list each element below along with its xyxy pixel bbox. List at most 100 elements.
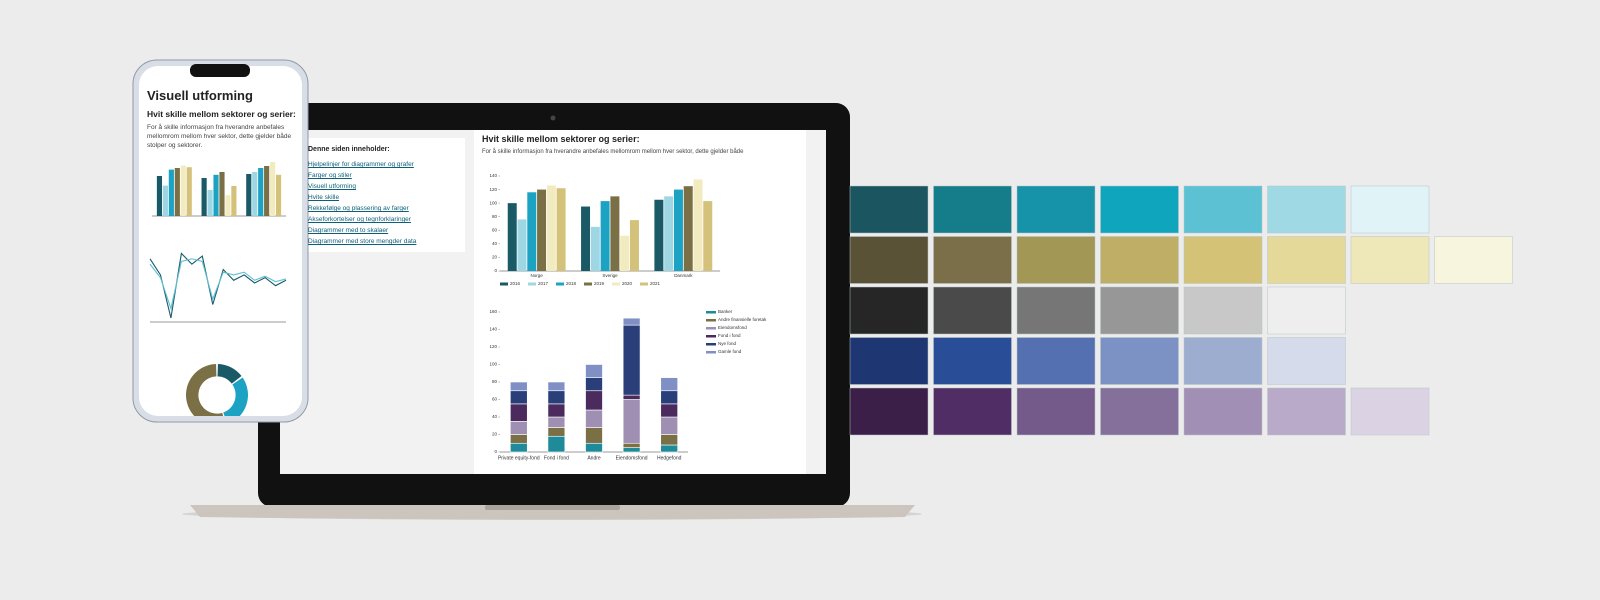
legend-swatch (706, 319, 716, 322)
bar (556, 188, 566, 271)
bar (654, 199, 664, 271)
camera (550, 115, 556, 121)
bar (270, 162, 276, 216)
bar-segment (660, 416, 678, 435)
toc-link[interactable]: Rekkefølge og plassering av farger (308, 205, 409, 212)
legend-label: Fond i fond (718, 333, 741, 338)
y-tick-label: 80 (492, 379, 498, 384)
bar (683, 186, 693, 271)
bar (264, 166, 270, 216)
toc-card (300, 138, 465, 252)
bar-segment (585, 377, 603, 392)
color-swatch (1100, 236, 1179, 284)
bar-segment (510, 442, 528, 453)
bar-segment (547, 390, 566, 405)
bar-segment (585, 364, 603, 378)
x-tick-label: Fond i fond (544, 455, 569, 461)
bar-segment (510, 434, 528, 444)
bar-segment (660, 377, 678, 392)
bar (225, 195, 231, 216)
legend-label: 2018 (566, 281, 577, 286)
bar-segment (585, 390, 603, 411)
x-tick-label: Hedgefond (657, 455, 682, 461)
bar (693, 179, 703, 271)
bar-segment (547, 435, 566, 453)
bar (664, 196, 674, 271)
bar-segment (547, 416, 566, 428)
bar (162, 185, 168, 216)
toc-link[interactable]: Visuell utforming (308, 183, 356, 190)
toc-link[interactable]: Hvite skille (308, 194, 340, 201)
laptop-text: For å skille informasjon fra hverandre a… (482, 149, 744, 155)
bar-segment (547, 403, 566, 418)
y-tick-label: 20 (492, 255, 498, 260)
bar (213, 174, 219, 216)
toc-link[interactable]: Farger og stiler (308, 172, 352, 179)
bar-segment (547, 427, 566, 437)
bar-segment (585, 409, 603, 428)
donut-sector (223, 377, 248, 416)
color-swatch (849, 337, 929, 385)
color-swatch (1100, 185, 1179, 234)
phone-notch (190, 64, 250, 77)
legend-swatch (706, 351, 716, 354)
color-swatch (1267, 286, 1346, 335)
bar (219, 172, 225, 216)
bar (546, 185, 556, 271)
bar (201, 178, 207, 216)
toc-link[interactable]: Diagrammer med store mengder data (308, 238, 417, 245)
bar-segment (622, 324, 641, 396)
bar (246, 174, 252, 216)
y-tick-label: 140 (489, 173, 497, 178)
y-tick-label: 0 (494, 268, 497, 273)
legend-label: Nye fond (718, 341, 737, 346)
bar-segment (547, 381, 566, 392)
bar-segment (622, 442, 641, 448)
color-swatch (933, 387, 1012, 436)
y-tick-label: 160 (489, 309, 497, 314)
y-tick-label: 100 (489, 362, 497, 367)
color-swatch (1267, 236, 1346, 284)
toc-link[interactable]: Akseforkortelser og tegnforklaringer (308, 216, 411, 223)
color-swatch (849, 236, 929, 284)
color-swatch (1016, 185, 1096, 234)
color-swatch (1183, 236, 1263, 284)
color-swatch (1267, 185, 1346, 234)
color-swatch (1100, 286, 1179, 335)
donut-sector (186, 364, 226, 416)
bar-segment (660, 434, 678, 446)
bar-segment (622, 317, 641, 326)
bar-segment (510, 390, 528, 405)
color-swatch (1016, 236, 1096, 284)
color-swatch (1267, 337, 1346, 385)
bar-segment (585, 427, 603, 444)
bar-segment (622, 394, 641, 400)
legend-label: 2019 (594, 281, 605, 286)
legend-label: Eiendomsfond (718, 325, 747, 330)
bar (673, 189, 683, 271)
y-tick-label: 20 (492, 432, 498, 437)
phone-text: For å skille informasjon fra hverandre a… (147, 124, 292, 149)
legend-label: Gamle fond (718, 349, 742, 354)
bar (156, 176, 163, 216)
legend-label: 2021 (650, 281, 661, 286)
phone-screen (139, 66, 302, 416)
bar (252, 172, 258, 216)
toc-link[interactable]: Diagrammer med to skalaer (308, 227, 389, 234)
x-tick-label: Eiendomsfond (616, 455, 648, 461)
bar-segment (622, 447, 641, 453)
bar (629, 220, 639, 271)
toc-link[interactable]: Hjelpelinjer for diagrammer og grafer (308, 161, 414, 168)
legend-swatch (528, 282, 536, 286)
bar (258, 168, 264, 216)
y-tick-label: 140 (489, 327, 497, 332)
bar (590, 226, 600, 271)
color-swatch (1434, 236, 1513, 284)
toc-title: Denne siden inneholder: (308, 146, 390, 153)
line-series (149, 258, 287, 311)
y-tick-label: 120 (489, 344, 497, 349)
color-swatch (933, 286, 1012, 335)
laptop-heading: Hvit skille mellom sektorer og serier: (482, 134, 640, 144)
bar (231, 186, 237, 216)
